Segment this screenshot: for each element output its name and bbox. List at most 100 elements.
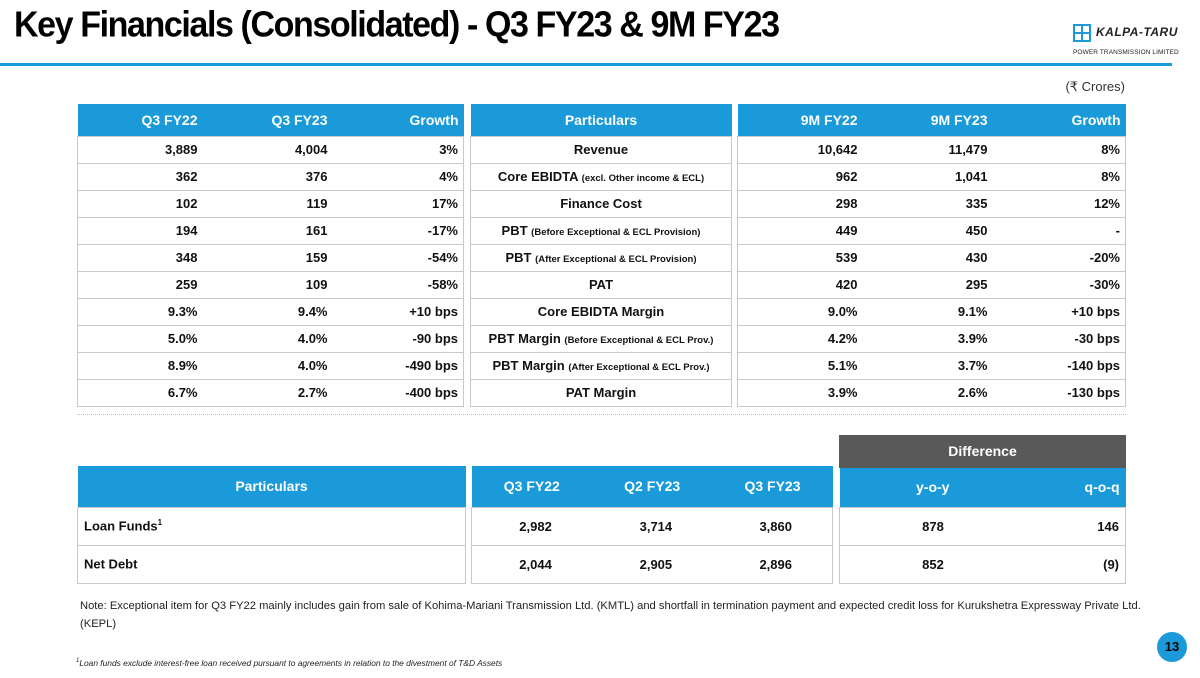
table-cell: 5.0% [77,325,203,353]
particular-cell: PAT [470,271,732,299]
table-cell: 194 [77,217,203,245]
particular-qualifier: (After Exceptional & ECL Provision) [535,254,697,265]
table-row: 2,982 3,714 3,860 [471,507,833,546]
table-row: 449 450- [737,217,1126,245]
table-cell: 3,714 [591,507,713,546]
particular-cell: PBT (Before Exceptional & ECL Provision) [470,217,732,245]
table-cell: -58% [332,271,464,299]
col-header: Q3 FY22 [471,466,592,507]
table-cell: -130 bps [992,379,1126,407]
particular-label: PAT Margin [565,385,637,400]
particular-cell: PAT Margin [470,379,732,407]
table-row: 298 335 12% [737,190,1126,218]
particular-label: Revenue [573,142,629,157]
table-cell: 3.9% [862,325,993,353]
col-header: 9M FY22 [737,104,863,136]
difference-table: y-o-y q-o-q 878 146 852 (9) [839,468,1126,584]
table-cell: 119 [202,190,333,218]
table-cell: 10,642 [737,136,863,164]
page-number: 13 [1157,632,1187,662]
loan-label-cell: Net Debt [77,545,466,584]
table-cell: -30% [992,271,1126,299]
table-row: PBT (Before Exceptional & ECL Provision) [470,217,732,245]
table-row: PBT Margin (Before Exceptional & ECL Pro… [470,325,732,353]
table-row: 2,044 2,905 2,896 [471,545,833,584]
particular-qualifier: (Before Exceptional & ECL Prov.) [564,335,714,346]
particular-cell: Finance Cost [470,190,732,218]
table-cell: 1,041 [862,163,993,191]
col-header: Q3 FY23 [712,466,833,507]
col-header: Q2 FY23 [591,466,713,507]
table-cell: 539 [737,244,863,272]
table-cell: 852 [839,545,1004,584]
table-cell: -400 bps [332,379,464,407]
table-cell: 430 [862,244,993,272]
footnote-text: Loan funds exclude interest-free loan re… [79,658,503,668]
table-row: 362 376 4% [77,163,464,191]
table-cell: 2.7% [202,379,333,407]
table-cell: -20% [992,244,1126,272]
particular-label: PBT [505,250,532,265]
table-cell: 9.0% [737,298,863,326]
particular-cell: Revenue [470,136,732,164]
loan-label-cell: Loan Funds1 [77,507,466,546]
table-row: Loan Funds1 [77,507,466,546]
table-cell: 9.3% [77,298,203,326]
particular-qualifier: (Before Exceptional & ECL Provision) [531,227,701,238]
table-cell: -54% [332,244,464,272]
logo-mark-icon [1073,24,1091,42]
table-row: Revenue [470,136,732,164]
section-divider [77,414,1126,415]
table-cell: 3,889 [77,136,203,164]
table-row: 9.0% 9.1% +10 bps [737,298,1126,326]
table-row: PBT Margin (After Exceptional & ECL Prov… [470,352,732,380]
table-cell: 159 [202,244,333,272]
table-row: 852 (9) [839,545,1126,584]
table-cell: 376 [202,163,333,191]
table-cell: 4% [332,163,464,191]
table-cell: 9.4% [202,298,333,326]
col-header: Q3 FY23 [202,104,333,136]
footnote-marker: 1 [157,518,163,528]
particulars-table: Particulars Revenue Core EBIDTA (excl. O… [470,104,732,407]
table-cell: 2,982 [471,507,592,546]
page-title: Key Financials (Consolidated) - Q3 FY23 … [14,5,780,45]
footnote-marker: 1 [76,658,80,665]
currency-note: (₹ Crores) [1065,79,1125,94]
table-cell: 2,896 [712,545,833,584]
particular-qualifier: (After Exceptional & ECL Prov.) [568,362,710,373]
table-cell: 3,860 [712,507,833,546]
table-cell: 449 [737,217,863,245]
loan-label: Loan Funds [84,518,158,534]
table-cell: 102 [77,190,203,218]
table-row: 194 161 -17% [77,217,464,245]
table-cell: 420 [737,271,863,299]
particular-cell: PBT Margin (After Exceptional & ECL Prov… [470,352,732,380]
particular-label: PBT Margin [488,331,561,346]
table-cell: 259 [77,271,203,299]
table-cell: 146 [1003,507,1126,546]
col-header: Q3 FY22 [77,104,203,136]
nine-month-table: 9M FY22 9M FY23 Growth 10,642 11,479 8% 96… [737,104,1126,407]
table-cell: 362 [77,163,203,191]
table-row: 259 109 -58% [77,271,464,299]
table-row: 5.0% 4.0% -90 bps [77,325,464,353]
logo-name: KALPA-TARU [1096,25,1178,39]
table-cell: 962 [737,163,863,191]
particular-label: Core EBIDTA Margin [537,304,665,319]
table-row: 9.3% 9.4% +10 bps [77,298,464,326]
particular-cell: PBT Margin (Before Exceptional & ECL Pro… [470,325,732,353]
table-cell: 2.6% [862,379,993,407]
table-cell: 298 [737,190,863,218]
table-cell: -17% [332,217,464,245]
table-row: 10,642 11,479 8% [737,136,1126,164]
table-cell: (9) [1003,545,1126,584]
table-cell: 4.0% [202,352,333,380]
table-row: PAT [470,271,732,299]
loan-particulars-table: Particulars Loan Funds1 Net Debt [77,466,466,584]
table-cell: -140 bps [992,352,1126,380]
table-row: 539 430 -20% [737,244,1126,272]
table-row: Core EBIDTA Margin [470,298,732,326]
col-header: Growth [332,104,464,136]
col-header: q-o-q [1003,468,1126,507]
